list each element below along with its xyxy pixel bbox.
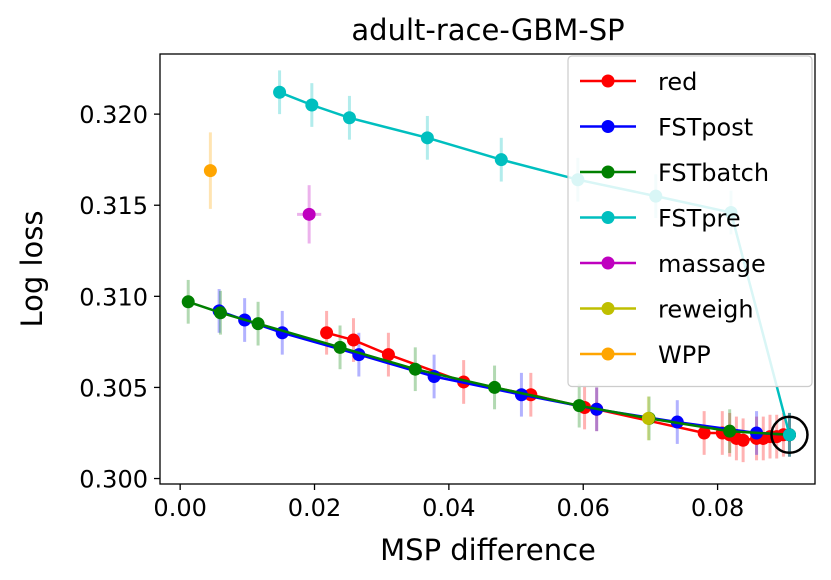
data-point-red [346,333,360,347]
highlight-circle [770,415,809,455]
data-point-red [381,348,395,362]
y-tick-label: 0.310 [79,283,148,311]
legend-label-WPP: WPP [658,341,711,369]
data-point-FSTbatch [181,295,195,309]
data-point-FSTbatch [572,399,586,413]
legend: red FSTpost FSTbatch FSTpre massage reweigh WP… [567,55,813,388]
axes: 0.00 0.02 0.04 0.06 0.08 0.300 0.305 0.310 0.315… [79,53,816,522]
legend-label-reweigh: reweigh [658,296,754,324]
legend-marker-reweigh [601,302,615,315]
legend-label-massage: massage [658,250,766,278]
legend-marker-red [601,74,615,88]
legend-label-red: red [658,68,697,96]
data-point-FSTpre [494,153,508,167]
data-point-WPP [203,164,217,178]
data-point-reweigh [641,411,655,425]
y-tick-label: 0.305 [79,374,148,402]
x-tick-label: 0.00 [153,494,206,522]
data-point-FSTbatch [488,380,502,394]
y-tick-label: 0.300 [79,466,148,494]
y-tick-label: 0.320 [79,101,148,129]
data-point-FSTbatch [408,362,422,376]
legend-marker-WPP [601,347,615,361]
legend-label-FSTpre: FSTpre [658,205,741,233]
legend-box [567,55,813,388]
data-point-FSTpre [342,111,356,125]
data-point-red [736,433,750,447]
legend-label-FSTpost: FSTpost [658,114,753,142]
data-point-FSTbatch [333,340,347,354]
data-point-FSTbatch [251,317,265,331]
data-point-FSTpre [273,85,287,99]
x-tick-label: 0.02 [288,494,341,522]
legend-marker-FSTpre [601,211,615,224]
legend-marker-massage [601,256,615,270]
x-axis-title: MSP difference [380,533,596,567]
data-point-FSTbatch [723,424,737,438]
x-tick-label: 0.04 [422,494,475,522]
chart-title: adult-race-GBM-SP [351,13,624,47]
data-point-FSTbatch [213,306,227,320]
axes-frame [159,53,816,485]
y-axis-title: Log loss [15,210,49,327]
legend-marker-FSTbatch [601,165,615,179]
legend-label-FSTbatch: FSTbatch [658,159,769,187]
data-point-FSTpre [305,98,319,112]
legend-marker-FSTpost [601,120,615,133]
data-point-massage [302,207,316,221]
data-point-FSTpre [420,131,434,145]
x-tick-label: 0.06 [557,494,610,522]
y-tick-label: 0.315 [79,192,148,220]
data-point-red [697,426,711,440]
x-tick-label: 0.08 [691,494,744,522]
series-layer [181,70,796,463]
data-point-red [320,326,334,340]
data-point-FSTpre [782,428,796,442]
series-line-FSTbatch [187,300,790,437]
